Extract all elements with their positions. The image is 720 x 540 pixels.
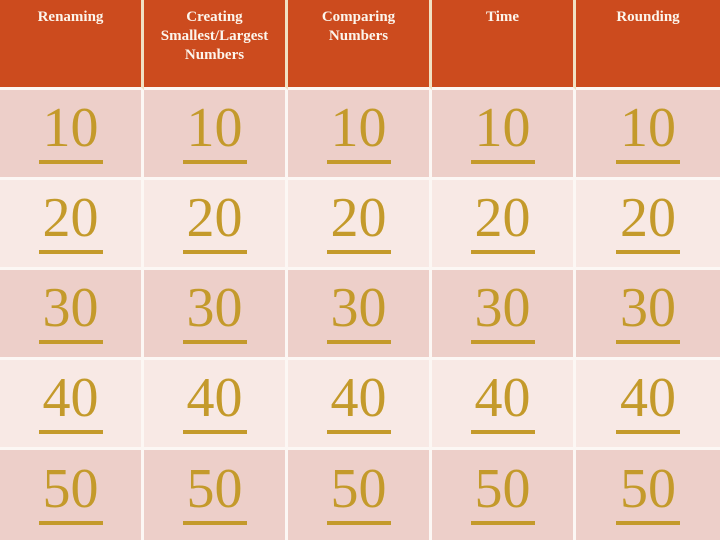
question-link-creating-30[interactable]: 30 [182, 280, 247, 344]
board-cell: 50 [576, 450, 720, 540]
question-link-rounding-40[interactable]: 40 [616, 370, 680, 434]
board-cell: 40 [576, 360, 720, 450]
category-label: Renaming [37, 9, 104, 25]
board-cell: 10 [144, 90, 288, 180]
board-cell: 20 [0, 180, 144, 270]
category-label: Comparing Numbers [321, 9, 396, 44]
board-cell: 50 [0, 450, 144, 540]
category-header-rounding: Rounding [576, 0, 720, 90]
category-header-creating-smallest-largest: Creating Smallest/Largest Numbers [144, 0, 288, 90]
question-link-renaming-40[interactable]: 40 [38, 370, 103, 434]
question-link-comparing-40[interactable]: 40 [326, 370, 391, 434]
question-link-comparing-30[interactable]: 30 [326, 280, 391, 344]
board-cell: 20 [432, 180, 576, 270]
question-link-creating-40[interactable]: 40 [182, 370, 247, 434]
question-link-rounding-50[interactable]: 50 [616, 461, 680, 525]
question-link-time-40[interactable]: 40 [470, 370, 535, 434]
category-label: Time [485, 9, 520, 25]
question-link-rounding-30[interactable]: 30 [616, 280, 680, 344]
board-cell: 50 [432, 450, 576, 540]
question-link-comparing-10[interactable]: 10 [326, 100, 391, 164]
question-link-comparing-20[interactable]: 20 [326, 190, 391, 254]
question-link-creating-50[interactable]: 50 [182, 461, 247, 525]
board-cell: 30 [0, 270, 144, 360]
category-header-renaming: Renaming [0, 0, 144, 90]
board-cell: 40 [144, 360, 288, 450]
question-link-rounding-10[interactable]: 10 [616, 100, 680, 164]
board-cell: 10 [576, 90, 720, 180]
board-cell: 40 [288, 360, 432, 450]
board-cell: 30 [144, 270, 288, 360]
question-link-renaming-50[interactable]: 50 [38, 461, 103, 525]
question-link-time-50[interactable]: 50 [470, 461, 535, 525]
question-link-time-20[interactable]: 20 [470, 190, 535, 254]
question-link-time-30[interactable]: 30 [470, 280, 535, 344]
board-cell: 10 [0, 90, 144, 180]
board-cell: 30 [288, 270, 432, 360]
board-cell: 20 [144, 180, 288, 270]
board-cell: 10 [288, 90, 432, 180]
question-link-renaming-20[interactable]: 20 [38, 190, 103, 254]
board-cell: 30 [576, 270, 720, 360]
question-link-comparing-50[interactable]: 50 [326, 461, 391, 525]
question-link-renaming-30[interactable]: 30 [38, 280, 103, 344]
board-cell: 50 [288, 450, 432, 540]
board-cell: 20 [288, 180, 432, 270]
question-link-time-10[interactable]: 10 [470, 100, 535, 164]
question-link-renaming-10[interactable]: 10 [38, 100, 103, 164]
board-cell: 30 [432, 270, 576, 360]
question-link-creating-10[interactable]: 10 [182, 100, 247, 164]
board-cell: 20 [576, 180, 720, 270]
board-cell: 40 [0, 360, 144, 450]
question-link-rounding-20[interactable]: 20 [616, 190, 680, 254]
board-cell: 10 [432, 90, 576, 180]
category-header-time: Time [432, 0, 576, 90]
category-header-comparing-numbers: Comparing Numbers [288, 0, 432, 90]
board-cell: 40 [432, 360, 576, 450]
category-label: Creating Smallest/Largest Numbers [160, 9, 269, 63]
board-cell: 50 [144, 450, 288, 540]
category-label: Rounding [616, 9, 680, 25]
question-link-creating-20[interactable]: 20 [182, 190, 247, 254]
